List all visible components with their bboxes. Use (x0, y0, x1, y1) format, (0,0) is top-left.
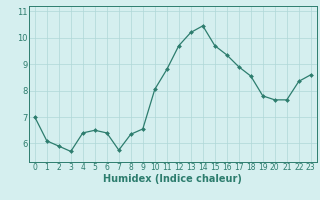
X-axis label: Humidex (Indice chaleur): Humidex (Indice chaleur) (103, 174, 242, 184)
